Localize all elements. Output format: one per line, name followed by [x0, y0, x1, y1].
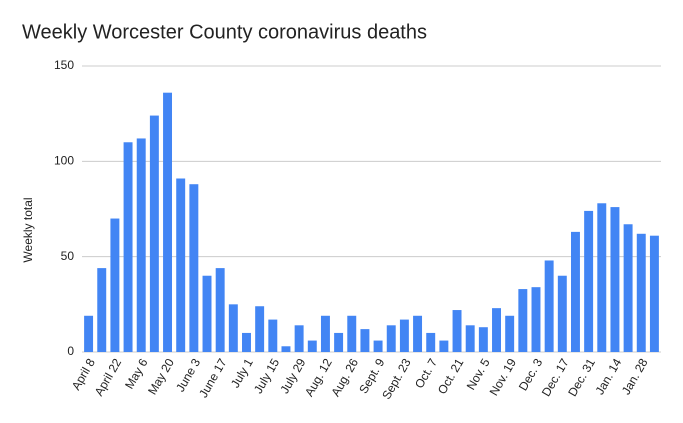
- y-tick-label: 50: [61, 249, 75, 263]
- bar: [649, 235, 659, 352]
- bar: [215, 268, 225, 352]
- bar: [84, 315, 94, 352]
- bar: [518, 289, 528, 352]
- bar: [281, 346, 291, 352]
- bar: [123, 142, 133, 352]
- bar: [544, 260, 554, 352]
- bar: [492, 308, 501, 352]
- bar: [584, 210, 594, 352]
- bar: [597, 203, 607, 352]
- bar: [347, 315, 357, 352]
- y-tick-label: 0: [67, 344, 74, 358]
- bar: [268, 319, 278, 352]
- bar: [242, 332, 251, 352]
- bar: [399, 319, 409, 352]
- bar: [255, 306, 265, 352]
- bar: [623, 224, 633, 352]
- bar: [202, 275, 212, 352]
- y-axis-label: Weekly total: [21, 197, 35, 262]
- bar: [307, 340, 317, 352]
- bar: [136, 138, 146, 352]
- bar: [110, 218, 120, 352]
- bar: [228, 304, 238, 352]
- y-tick-label: 100: [54, 154, 74, 168]
- bar: [97, 268, 107, 352]
- bar: [334, 332, 344, 352]
- bar: [373, 340, 383, 352]
- bar: [149, 115, 159, 352]
- bar: [570, 231, 580, 352]
- bar: [531, 287, 541, 352]
- y-tick-label: 150: [54, 58, 74, 72]
- bar: [360, 329, 370, 352]
- bar: [413, 315, 423, 352]
- bar: [320, 315, 330, 352]
- bar: [636, 233, 646, 352]
- bar: [439, 340, 449, 352]
- bar: [610, 207, 620, 352]
- bar: [505, 315, 515, 352]
- bar: [189, 184, 199, 352]
- bar: [176, 178, 186, 352]
- bar: [465, 325, 475, 352]
- bar: [426, 332, 436, 352]
- bar: [452, 310, 462, 352]
- bar: [163, 92, 173, 353]
- chart-title: Weekly Worcester County coronavirus deat…: [22, 21, 427, 43]
- bar: [557, 275, 567, 352]
- bar: [478, 327, 488, 352]
- bar: [294, 325, 304, 352]
- bar: [386, 325, 396, 352]
